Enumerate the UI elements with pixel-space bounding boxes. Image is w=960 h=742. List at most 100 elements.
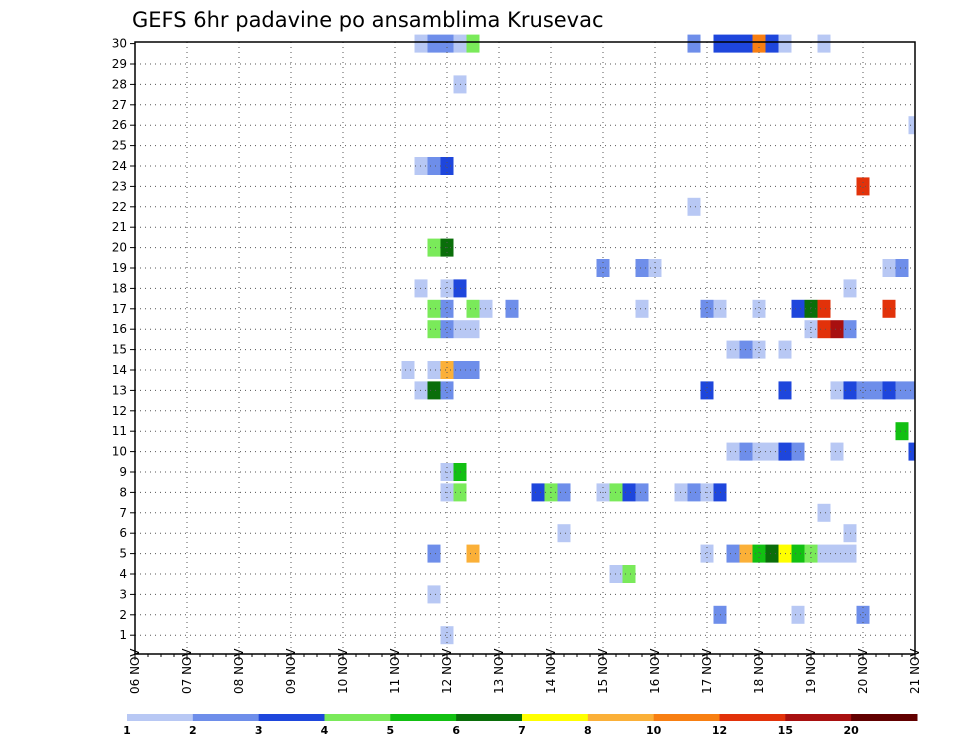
precip-cell	[427, 381, 441, 400]
colorbar-tick-label: 20	[844, 724, 860, 737]
precip-cell	[765, 34, 779, 53]
precip-cell	[635, 483, 649, 502]
y-tick-label: 10	[112, 445, 127, 459]
colorbar-swatch	[192, 714, 260, 721]
precip-cell	[427, 299, 441, 318]
y-tick-label: 23	[112, 179, 127, 193]
precip-cell	[687, 34, 701, 53]
y-tick-label: 27	[112, 98, 127, 112]
precip-cell	[622, 565, 636, 583]
colorbar-tick-label: 15	[778, 724, 793, 737]
precip-cell	[466, 361, 480, 379]
precip-cell	[440, 626, 454, 645]
colorbar-swatch	[719, 714, 786, 721]
colorbar-swatch	[456, 714, 523, 721]
precip-cell	[726, 442, 740, 461]
precip-cell	[765, 544, 779, 563]
x-tick-label: 13 NOV	[492, 648, 506, 694]
colorbar-swatch	[587, 714, 655, 721]
precip-cell	[817, 503, 831, 522]
precip-cell	[427, 34, 441, 53]
colorbar-swatch	[390, 714, 457, 721]
colorbar-swatch	[785, 714, 852, 721]
x-tick-label: 15 NOV	[596, 648, 610, 694]
precip-cell	[791, 442, 805, 461]
y-tick-label: 28	[112, 77, 127, 91]
y-tick-label: 29	[112, 57, 127, 71]
precip-cell	[856, 605, 870, 624]
precip-cell	[700, 299, 714, 318]
colorbar-tick-label: 7	[518, 724, 526, 737]
colorbar-swatch	[851, 714, 918, 721]
precip-cell	[856, 381, 870, 400]
colorbar-tick-label: 8	[584, 724, 592, 737]
precip-cell	[726, 34, 740, 53]
precip-cell	[752, 442, 766, 461]
y-tick-label: 20	[112, 241, 127, 255]
x-tick-label: 07 NOV	[180, 648, 194, 694]
precip-cell	[895, 259, 909, 277]
plot-grid	[135, 42, 915, 654]
precip-cell	[778, 34, 792, 53]
colorbar-tick-label: 12	[712, 724, 727, 737]
precip-cell	[466, 320, 480, 339]
x-tick-label: 19 NOV	[804, 648, 818, 694]
precip-cell	[635, 299, 649, 318]
y-tick-label: 9	[119, 465, 127, 479]
y-tick-label: 19	[112, 261, 127, 275]
precip-cell	[817, 299, 831, 318]
precip-cell	[466, 299, 480, 318]
precip-cell	[908, 381, 915, 400]
precip-cell	[726, 340, 740, 359]
precip-cell	[622, 483, 636, 502]
colorbar-tick-label: 4	[321, 724, 329, 737]
x-tick-label: 11 NOV	[388, 648, 402, 694]
y-tick-label: 8	[119, 485, 127, 499]
precip-cell	[440, 361, 454, 379]
x-tick-label: 12 NOV	[440, 648, 454, 694]
precip-cell	[830, 544, 844, 563]
x-tick-label: 21 NOV	[908, 648, 922, 694]
x-tick-label: 14 NOV	[544, 648, 558, 694]
precip-cell	[427, 544, 441, 563]
y-tick-label: 17	[112, 302, 127, 316]
colorbar-swatch	[127, 714, 194, 721]
precip-cell	[687, 483, 701, 502]
precip-cell	[427, 238, 441, 257]
colorbar-swatch	[522, 714, 589, 721]
x-tick-label: 06 NOV	[128, 648, 142, 694]
precip-cell	[908, 116, 915, 135]
precip-cell	[700, 544, 714, 563]
y-tick-label: 6	[119, 526, 127, 540]
precip-cell	[557, 524, 571, 543]
precip-cell	[739, 34, 753, 53]
precip-cell	[726, 544, 740, 563]
precip-cell	[713, 34, 727, 53]
precip-cell	[817, 320, 831, 339]
precip-cell	[440, 320, 454, 339]
precip-cell	[882, 299, 896, 318]
precip-cell	[427, 361, 441, 379]
y-tick-label: 30	[112, 37, 127, 51]
y-tick-label: 7	[119, 506, 127, 520]
x-tick-label: 08 NOV	[232, 648, 246, 694]
precip-cell	[830, 381, 844, 400]
x-tick-label: 10 NOV	[336, 648, 350, 694]
y-tick-label: 24	[112, 159, 127, 173]
precip-cell	[791, 544, 805, 563]
precip-cell	[635, 259, 649, 277]
precip-cell	[817, 544, 831, 563]
colorbar-tick-label: 2	[189, 724, 197, 737]
precip-cell	[895, 381, 909, 400]
precip-cell	[440, 279, 454, 298]
y-tick-label: 14	[112, 363, 127, 377]
plot-cells	[401, 34, 915, 645]
precip-cell	[765, 442, 779, 461]
precip-cell	[752, 340, 766, 359]
colorbar-tick-label: 10	[646, 724, 662, 737]
colorbar-tick-label: 3	[255, 724, 263, 737]
precip-cell	[440, 157, 454, 175]
y-tick-label: 5	[119, 547, 127, 561]
y-tick-label: 4	[119, 567, 127, 581]
